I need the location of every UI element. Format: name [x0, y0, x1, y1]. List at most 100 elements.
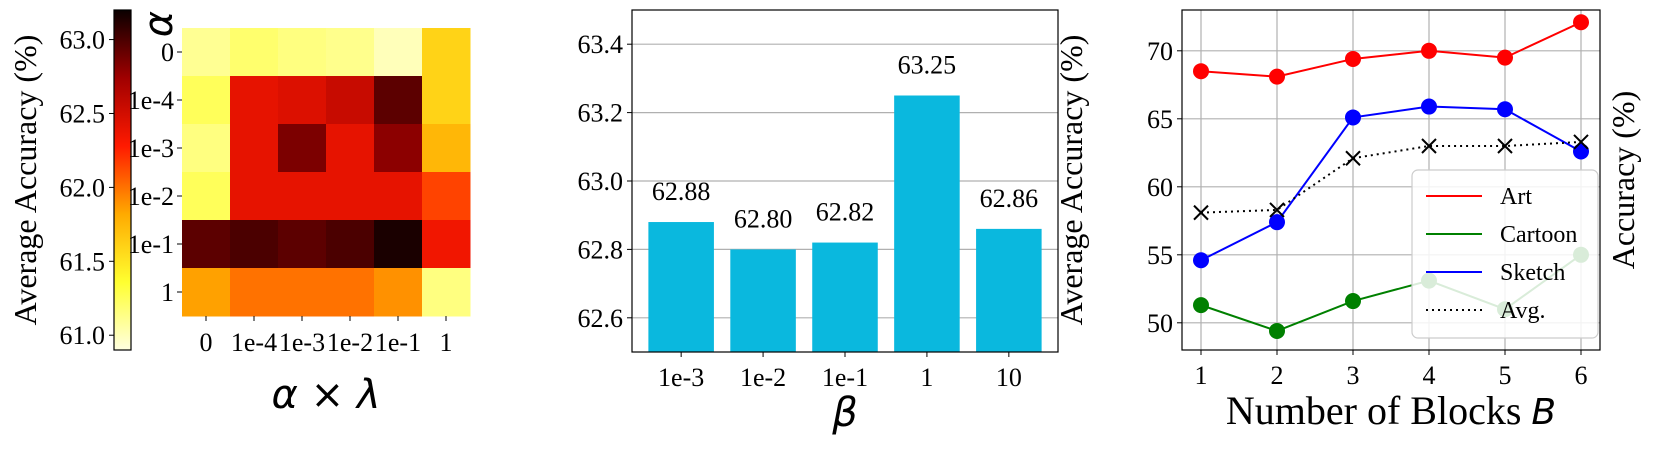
heatmap-x-tick-label: 0: [200, 328, 213, 357]
heatmap-cell: [422, 268, 471, 317]
heatmap-x-tick-label: 1e-2: [327, 328, 373, 357]
heatmap-cell: [278, 220, 327, 269]
bar-chart-x-tick-label: 1e-2: [740, 363, 786, 392]
bar: [648, 222, 714, 352]
colorbar-ticks: 61.0 61.5 62.0 62.5 63.0: [60, 26, 114, 350]
heatmap-x-axis-label: α × λ: [272, 372, 381, 418]
bar-chart-y-tick-label: 62.8: [578, 235, 624, 264]
series-point: [1345, 293, 1361, 310]
heatmap-cell: [326, 28, 375, 77]
heatmap-cell: [374, 268, 423, 317]
heatmap-cell: [422, 28, 471, 77]
heatmap-cell: [182, 76, 231, 125]
bar-value-label: 62.80: [734, 204, 793, 233]
bar-value-label: 62.82: [816, 198, 875, 227]
series-point: [1573, 14, 1589, 31]
series-point: [1269, 202, 1285, 218]
heatmap-cell: [230, 268, 279, 317]
heatmap-cell: [278, 76, 327, 125]
line-chart-x-tick-label: 5: [1499, 361, 1512, 390]
line-chart-y-axis-label: Accuracy (%): [1605, 91, 1641, 270]
heatmap-cell: [422, 76, 471, 125]
bar: [730, 249, 796, 352]
colorbar: [113, 9, 132, 351]
series-point: [1193, 204, 1209, 221]
heatmap-cell: [278, 172, 327, 221]
heatmap-ticks: 01e-41e-31e-21e-110 1e-4 1e-3 1e-2 1e-1 1: [128, 38, 453, 357]
heatmap-cell: [326, 124, 375, 173]
line-chart-x-tick-label: 3: [1347, 361, 1360, 390]
series-point: [1269, 322, 1285, 339]
legend-entry-label: Sketch: [1500, 260, 1565, 286]
line-chart-ticks: 50 55 60 65 70 1 2 3 4 5 6: [1147, 37, 1588, 390]
heatmap-cell: [182, 172, 231, 221]
heatmap-cells: [182, 28, 471, 317]
heatmap-cell: [230, 172, 279, 221]
heatmap-x-tick-label: 1e-4: [231, 328, 277, 357]
line-chart-y-tick-label: 55: [1147, 241, 1173, 270]
line-chart-legend: Art Cartoon Sketch Avg.: [1411, 169, 1599, 339]
legend-entry-label: Cartoon: [1500, 222, 1577, 248]
series-point: [1269, 68, 1285, 85]
colorbar-label: Average Accuracy (%): [7, 35, 43, 326]
line-chart-y-tick-label: 70: [1147, 37, 1173, 66]
series-point: [1345, 150, 1361, 166]
line-chart-y-tick-label: 60: [1147, 173, 1173, 202]
heatmap-cell: [326, 172, 375, 221]
bar-chart-y-tick-label: 63.4: [578, 30, 624, 59]
bar-chart-ticks: 62.6 62.8 63.0 63.2 63.4 1e-3 1e-2 1e-1 1 10: [578, 30, 1022, 392]
series-point: [1573, 143, 1589, 160]
bar-chart-x-tick-label: 1e-1: [822, 363, 868, 392]
bar-chart-frame: [631, 9, 1059, 353]
heatmap-y-tick-label: 0: [161, 38, 174, 67]
heatmap-cell: [230, 220, 279, 269]
bar-chart-x-tick-label: 1e-3: [658, 363, 704, 392]
heatmap-panel: α α × λ Average Accuracy (%) 01e-41e-31e…: [7, 9, 471, 418]
colorbar-tick-label: 63.0: [60, 26, 106, 55]
line-chart-y-tick-label: 65: [1147, 105, 1173, 134]
bar-value-label: 62.88: [652, 177, 711, 206]
bar-chart-x-tick-label: 1: [920, 363, 933, 392]
heatmap-cell: [374, 28, 423, 77]
legend-entry-label: Avg.: [1500, 298, 1546, 324]
line-chart-x-tick-label: 4: [1423, 361, 1436, 390]
line-chart-x-tick-label: 6: [1575, 361, 1588, 390]
bar-value-label: 62.86: [980, 184, 1039, 213]
heatmap-x-tick-label: 1e-3: [279, 328, 325, 357]
line-chart-x-axis-label: Number of Blocks B: [1226, 388, 1556, 433]
heatmap-cell: [230, 124, 279, 173]
bar: [812, 242, 878, 352]
bar-chart-x-tick-label: 10: [996, 363, 1022, 392]
series-point: [1193, 63, 1209, 80]
line-chart-y-tick-label: 50: [1147, 309, 1173, 338]
line-chart-x-axis-label-text: Number of Blocks: [1226, 388, 1522, 433]
heatmap-cell: [374, 124, 423, 173]
heatmap-cell: [374, 220, 423, 269]
heatmap-y-axis-label: α: [136, 11, 182, 37]
series-point: [1497, 138, 1513, 154]
series-point: [1421, 98, 1437, 115]
series-point: [1269, 214, 1285, 231]
heatmap-cell: [182, 268, 231, 317]
series-point: [1573, 134, 1589, 150]
line-chart-panel: 50 55 60 65 70 1 2 3 4 5 6 Art Cartoon Sketch Avg. Nu…: [1147, 9, 1641, 433]
heatmap-cell: [230, 28, 279, 77]
series-point: [1421, 138, 1437, 154]
heatmap-y-tick-label: 1e-3: [128, 134, 174, 163]
heatmap-cell: [422, 124, 471, 173]
heatmap-cell: [182, 124, 231, 173]
heatmap-cell: [422, 172, 471, 221]
series-point: [1421, 42, 1437, 59]
heatmap-cell: [278, 124, 327, 173]
heatmap-y-tick-label: 1e-1: [128, 230, 174, 259]
series-line-sketch: [1200, 105, 1582, 262]
series-point: [1497, 49, 1513, 66]
heatmap-cell: [278, 268, 327, 317]
series-point: [1345, 109, 1361, 126]
bar-chart-y-tick-label: 63.0: [578, 167, 624, 196]
bar: [976, 228, 1042, 352]
bar-chart-x-axis-label: β: [831, 390, 858, 436]
heatmap-cell: [182, 220, 231, 269]
bar-chart-y-axis-label: Average Accuracy (%): [1053, 35, 1089, 326]
